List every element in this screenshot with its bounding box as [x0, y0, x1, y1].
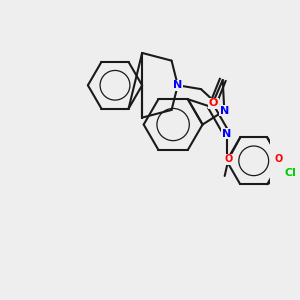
Text: N: N — [220, 106, 229, 116]
Text: N: N — [173, 80, 182, 90]
Text: O: O — [224, 154, 233, 164]
Text: O: O — [209, 98, 218, 108]
Text: Cl: Cl — [285, 168, 296, 178]
Text: O: O — [275, 154, 283, 164]
Text: N: N — [222, 129, 231, 139]
